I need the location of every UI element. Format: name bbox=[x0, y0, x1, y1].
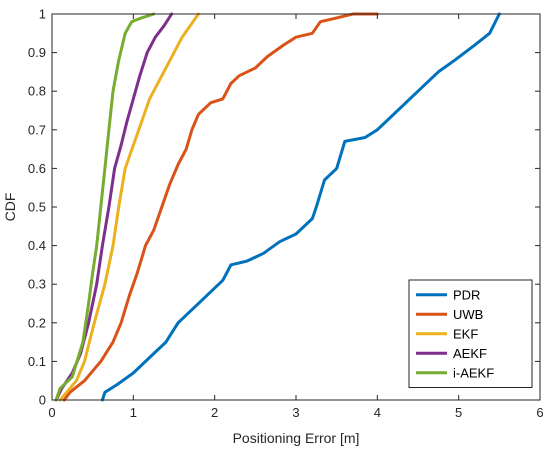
y-tick-label: 0.3 bbox=[28, 277, 46, 292]
x-tick-label: 1 bbox=[130, 405, 137, 420]
series-group bbox=[54, 12, 501, 402]
y-tick-label: 0.7 bbox=[28, 122, 46, 137]
series-line-pdr bbox=[100, 12, 501, 402]
series-line-ekf bbox=[58, 12, 200, 402]
x-tick-label: 2 bbox=[211, 405, 218, 420]
legend-label: PDR bbox=[453, 287, 480, 302]
y-axis-title: CDF bbox=[2, 193, 18, 222]
y-tick-label: 0.1 bbox=[28, 354, 46, 369]
y-tick-label: 0.5 bbox=[28, 200, 46, 215]
x-tick-label: 3 bbox=[292, 405, 299, 420]
y-axis-ticks: 0 0.1 0.2 0.3 0.4 0.5 0.6 0.7 0.8 0.9 1 bbox=[28, 7, 540, 408]
legend-label: AEKF bbox=[453, 346, 487, 361]
x-tick-label: 4 bbox=[374, 405, 381, 420]
series-line-uwb bbox=[62, 12, 379, 402]
x-axis-ticks: 0 1 2 3 4 5 6 bbox=[48, 14, 544, 420]
x-tick-label: 0 bbox=[48, 405, 55, 420]
y-tick-label: 0.2 bbox=[28, 315, 46, 330]
y-tick-label: 0 bbox=[39, 393, 46, 408]
legend: PDR UWB EKF AEKF i-AEKF bbox=[408, 279, 533, 388]
legend-label: EKF bbox=[453, 326, 478, 341]
legend-label: UWB bbox=[453, 307, 483, 322]
series-line-i-aekf bbox=[54, 12, 156, 402]
y-tick-label: 0.9 bbox=[28, 45, 46, 60]
x-tick-label: 5 bbox=[455, 405, 462, 420]
y-tick-label: 0.4 bbox=[28, 238, 46, 253]
y-tick-label: 0.6 bbox=[28, 161, 46, 176]
legend-label: i-AEKF bbox=[453, 365, 494, 380]
y-tick-label: 0.8 bbox=[28, 84, 46, 99]
x-tick-label: 6 bbox=[536, 405, 543, 420]
x-axis-title: Positioning Error [m] bbox=[233, 430, 360, 446]
y-tick-label: 1 bbox=[39, 7, 46, 22]
